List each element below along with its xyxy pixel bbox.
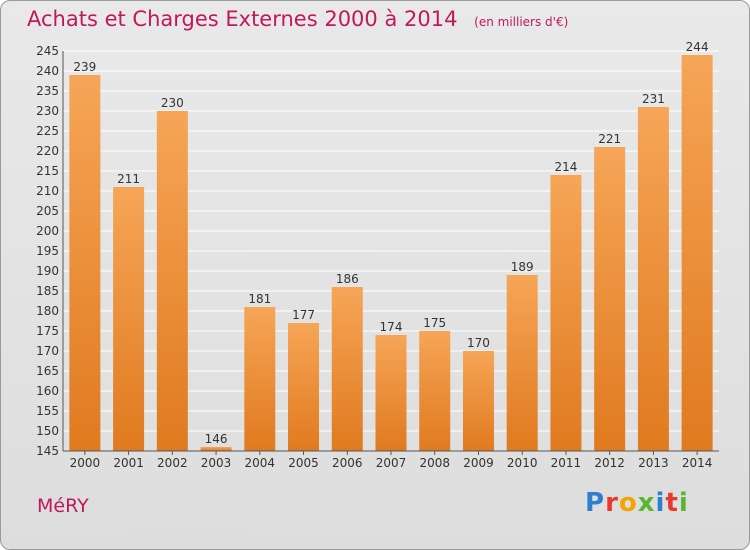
y-tick-label: 220 [36, 144, 59, 158]
bar [156, 111, 188, 451]
y-tick-label: 195 [36, 244, 59, 258]
y-tick-label: 215 [36, 164, 59, 178]
data-label: 170 [467, 336, 490, 350]
bar [69, 75, 101, 451]
data-label: 175 [423, 316, 446, 330]
bar [419, 331, 451, 451]
bar [681, 55, 713, 451]
logo-letter: i [655, 488, 666, 518]
x-tick-label: 2005 [288, 456, 319, 470]
chart-title: Achats et Charges Externes 2000 à 2014 (… [27, 7, 568, 31]
chart-subtitle: (en milliers d'€) [474, 15, 569, 29]
y-tick-label: 145 [36, 444, 59, 458]
x-tick-label: 2009 [463, 456, 494, 470]
bar [550, 175, 582, 451]
x-tick-label: 2006 [332, 456, 363, 470]
x-tick-label: 2002 [157, 456, 188, 470]
data-label: 189 [511, 260, 534, 274]
bar [331, 287, 363, 451]
y-tick-label: 235 [36, 84, 59, 98]
logo-letter: P [585, 488, 606, 518]
logo-letter: i [678, 488, 689, 518]
x-tick-label: 2014 [682, 456, 713, 470]
x-tick-label: 2011 [551, 456, 582, 470]
bar [244, 307, 276, 451]
bar [506, 275, 538, 451]
data-label: 177 [292, 308, 315, 322]
bar [113, 187, 145, 451]
logo-letter: x [637, 488, 656, 518]
data-label: 186 [336, 272, 359, 286]
data-label: 214 [554, 160, 577, 174]
y-tick-label: 165 [36, 364, 59, 378]
y-tick-label: 210 [36, 184, 59, 198]
data-label: 230 [161, 96, 184, 110]
y-tick-label: 160 [36, 384, 59, 398]
data-label: 244 [686, 40, 709, 54]
data-label: 146 [205, 432, 228, 446]
x-tick-label: 2004 [245, 456, 276, 470]
proxiti-logo[interactable]: Proxiti [585, 488, 689, 518]
x-tick-label: 2010 [507, 456, 538, 470]
bars: 239 211 230 146 181 177 186 174 175 170 189 214 221 2… [69, 40, 713, 451]
x-tick-label: 2001 [113, 456, 144, 470]
logo-letter: r [605, 488, 619, 518]
y-tick-label: 225 [36, 124, 59, 138]
y-tick-label: 155 [36, 404, 59, 418]
logo-letter: t [665, 488, 679, 518]
bar [288, 323, 320, 451]
x-tick-label: 2012 [594, 456, 625, 470]
x-tick-label: 2008 [419, 456, 450, 470]
y-tick-label: 185 [36, 284, 59, 298]
logo-letter: o [618, 488, 638, 518]
bar [594, 147, 626, 451]
y-tick-label: 200 [36, 224, 59, 238]
y-tick-label: 230 [36, 104, 59, 118]
y-tick-label: 170 [36, 344, 59, 358]
data-label: 221 [598, 132, 621, 146]
bar [637, 107, 669, 451]
x-tick-label: 2013 [638, 456, 669, 470]
x-tick-label: 2000 [70, 456, 101, 470]
x-tick-label: 2007 [376, 456, 407, 470]
x-tick-label: 2003 [201, 456, 232, 470]
y-tick-label: 190 [36, 264, 59, 278]
axes: 145 150 155 160 165 170 175 180 185 190 195 200 205 2… [36, 44, 719, 470]
y-tick-label: 180 [36, 304, 59, 318]
y-tick-label: 240 [36, 64, 59, 78]
chart-title-text: Achats et Charges Externes 2000 à 2014 [27, 7, 458, 31]
data-label: 231 [642, 92, 665, 106]
y-tick-label: 150 [36, 424, 59, 438]
y-tick-label: 205 [36, 204, 59, 218]
bar [462, 351, 494, 451]
data-label: 211 [117, 172, 140, 186]
y-tick-label: 245 [36, 44, 59, 58]
city-name: MéRY [37, 495, 89, 517]
data-label: 181 [248, 292, 271, 306]
bar [200, 447, 232, 451]
y-tick-label: 175 [36, 324, 59, 338]
data-label: 174 [380, 320, 403, 334]
bar [375, 335, 407, 451]
data-label: 239 [73, 60, 96, 74]
